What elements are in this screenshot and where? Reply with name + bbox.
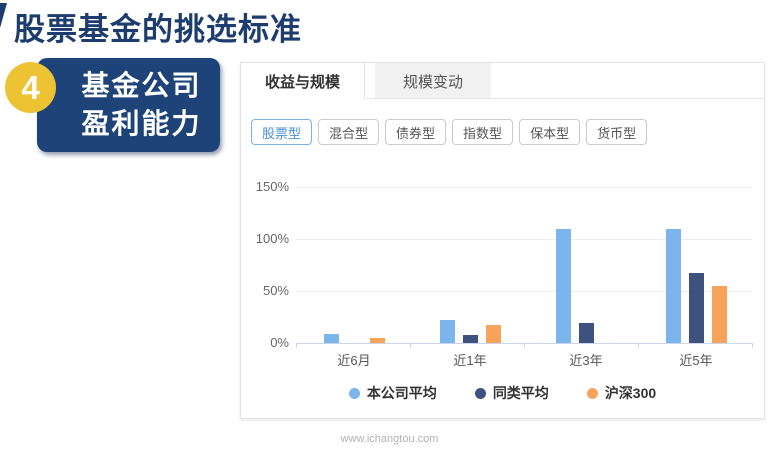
bar-本公司平均-近1年 bbox=[439, 320, 455, 343]
fund-type-filter-row: 股票型 混合型 债券型 指数型 保本型 货币型 bbox=[251, 119, 648, 145]
chart-panel: 收益与规模 规模变动 股票型 混合型 债券型 指数型 保本型 货币型 0% 50%… bbox=[240, 62, 765, 419]
filter-bond-fund[interactable]: 债券型 bbox=[385, 119, 447, 145]
bar-沪深300-近6月 bbox=[369, 337, 385, 343]
badge-number-text: 4 bbox=[21, 68, 40, 106]
legend-marker-icon bbox=[474, 387, 486, 399]
axis-tick bbox=[524, 343, 525, 348]
bar-chart: 0% 50% 100% 150% 近6月 近1年 近3年 近5年本公司平均 同类平均 沪深300 bbox=[241, 63, 764, 418]
legend-label: 沪深300 bbox=[604, 385, 657, 401]
legend-label: 同类平均 bbox=[492, 385, 549, 401]
filter-stock-fund[interactable]: 股票型 bbox=[251, 119, 313, 145]
bar-本公司平均-近3年 bbox=[555, 228, 571, 343]
legend-item: 本公司平均 bbox=[348, 383, 437, 403]
bar-本公司平均-近6月 bbox=[323, 333, 339, 343]
badge-box: 基金公司 盈利能力 bbox=[37, 58, 220, 152]
tab-underline bbox=[366, 98, 764, 99]
bar-沪深300-近1年 bbox=[485, 325, 501, 343]
footer-url: www.ichangtou.com bbox=[340, 433, 439, 445]
legend: 本公司平均 同类平均 沪深300 bbox=[241, 383, 764, 403]
badge-number: 4 bbox=[5, 62, 56, 113]
legend-item: 同类平均 bbox=[474, 383, 549, 403]
tab-returns-and-scale[interactable]: 收益与规模 bbox=[241, 63, 365, 99]
badge-label-line2: 盈利能力 bbox=[81, 108, 202, 139]
axis-tick bbox=[410, 343, 411, 348]
y-axis-label: 150% bbox=[255, 179, 289, 194]
bar-同类平均-近1年 bbox=[462, 334, 478, 343]
gridline bbox=[296, 291, 752, 292]
bar-同类平均-近5年 bbox=[688, 273, 704, 343]
bar-沪深300-近5年 bbox=[711, 285, 727, 343]
filter-capital-protected-fund[interactable]: 保本型 bbox=[519, 119, 581, 145]
legend-label: 本公司平均 bbox=[366, 385, 437, 401]
y-axis-label: 0% bbox=[270, 335, 289, 350]
x-axis-label: 近5年 bbox=[679, 353, 713, 368]
x-axis-label: 近1年 bbox=[453, 353, 487, 368]
legend-marker-icon bbox=[586, 387, 598, 399]
bar-同类平均-近3年 bbox=[578, 323, 594, 343]
axis-tick bbox=[296, 343, 297, 348]
filter-index-fund[interactable]: 指数型 bbox=[452, 119, 514, 145]
x-axis-label: 近3年 bbox=[569, 353, 603, 368]
x-axis-label: 近6月 bbox=[337, 353, 371, 368]
gridline bbox=[296, 187, 752, 188]
axis-tick bbox=[752, 343, 753, 348]
tab-scale-change[interactable]: 规模变动 bbox=[375, 63, 491, 99]
y-axis-label: 100% bbox=[255, 231, 289, 246]
corner-mark bbox=[0, 3, 7, 28]
y-axis-label: 50% bbox=[262, 283, 289, 298]
page-title: 股票基金的挑选标准 bbox=[14, 12, 302, 47]
axis-tick bbox=[638, 343, 639, 348]
filter-hybrid-fund[interactable]: 混合型 bbox=[318, 119, 380, 145]
legend-marker-icon bbox=[348, 387, 360, 399]
bar-本公司平均-近5年 bbox=[665, 228, 681, 343]
badge-label-line1: 基金公司 bbox=[81, 70, 202, 101]
filter-money-market-fund[interactable]: 货币型 bbox=[586, 119, 648, 145]
gridline bbox=[296, 239, 752, 240]
legend-item: 沪深300 bbox=[586, 383, 657, 403]
